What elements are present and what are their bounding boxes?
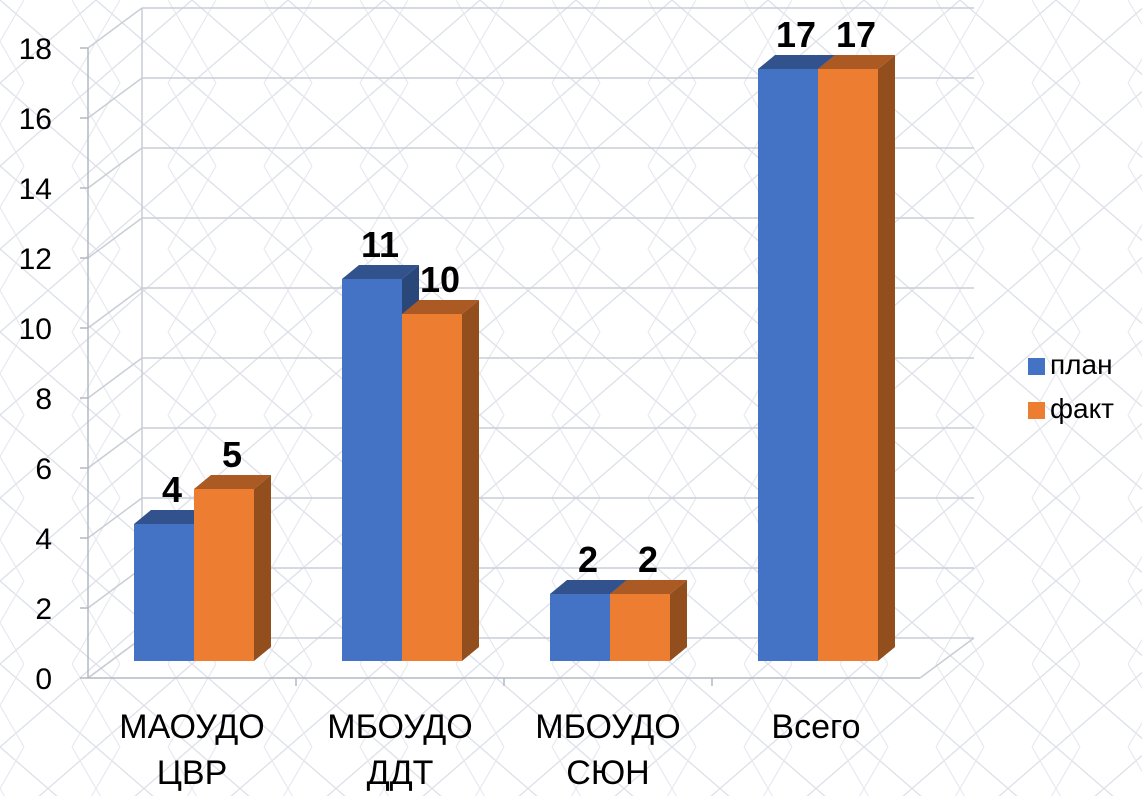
data-label: 4: [162, 469, 182, 510]
gridline-side: [87, 147, 143, 189]
bar-side: [670, 580, 687, 661]
bar: [194, 489, 254, 661]
bar: [758, 69, 818, 661]
legend-label: факт: [1050, 393, 1114, 424]
bar: [610, 594, 670, 661]
bar: [818, 69, 878, 661]
legend-swatch: [1028, 402, 1045, 419]
data-label: 2: [638, 539, 658, 580]
bar-top: [194, 475, 271, 489]
bar-top: [134, 510, 211, 524]
x-category-label: ДДТ: [367, 754, 434, 792]
bar-side: [878, 55, 895, 661]
gridline-side: [87, 287, 143, 329]
bar-side: [254, 475, 271, 661]
data-label: 5: [222, 434, 242, 475]
y-tick-label: 10: [19, 313, 52, 346]
bar-top: [402, 300, 479, 314]
x-category-label: МАОУДО: [119, 708, 265, 746]
bar-top: [758, 55, 835, 69]
y-tick-label: 8: [35, 383, 52, 416]
y-axis-tick-labels: 0 2 4 6 8 10 12 14 16 18: [19, 33, 52, 696]
legend-swatch: [1028, 358, 1045, 375]
data-label: 11: [361, 224, 399, 265]
axes: [80, 47, 920, 686]
x-category-label: МБОУДО: [535, 708, 681, 746]
bar: [342, 279, 402, 661]
x-category-label: МБОУДО: [327, 708, 473, 746]
bar: [134, 524, 194, 661]
y-tick-label: 0: [35, 663, 52, 696]
y-tick-label: 18: [19, 33, 52, 66]
data-label: 10: [420, 259, 460, 300]
data-labels: 45 11 10 2 2 17 17: [162, 14, 876, 580]
gridline-side: [87, 427, 143, 469]
data-label: 17: [836, 14, 876, 55]
gridline-side: [87, 637, 143, 679]
gridline-side: [87, 497, 143, 539]
gridline-side: [87, 7, 143, 49]
y-tick-label: 16: [19, 103, 52, 136]
gridline-side: [87, 357, 143, 399]
data-label: 17: [776, 14, 816, 55]
bars: [134, 55, 895, 661]
y-tick-label: 2: [35, 593, 52, 626]
gridline-side: [87, 77, 143, 119]
gridline-side: [87, 567, 143, 609]
bar: [402, 314, 462, 661]
x-axis-category-labels: МАОУДО ЦВР МБОУДО ДДТ МБОУДО СЮН Всего: [119, 708, 860, 792]
bar: [550, 594, 610, 661]
x-category-label: Всего: [771, 708, 860, 746]
bar-top: [610, 580, 687, 594]
floor-right-edge: [919, 637, 975, 679]
y-tick-label: 6: [35, 453, 52, 486]
gridline-side: [87, 217, 143, 259]
y-tick-label: 4: [35, 523, 52, 556]
y-tick-label: 14: [19, 173, 52, 206]
data-label: 2: [578, 539, 598, 580]
y-tick-label: 12: [19, 243, 52, 276]
bar-side: [462, 300, 479, 661]
legend-label: план: [1050, 349, 1113, 380]
bar-top: [342, 265, 419, 279]
x-category-label: СЮН: [566, 754, 649, 792]
legend: план факт: [1028, 349, 1114, 424]
bar-top: [550, 580, 627, 594]
x-category-label: ЦВР: [157, 754, 228, 792]
bar-top: [818, 55, 895, 69]
